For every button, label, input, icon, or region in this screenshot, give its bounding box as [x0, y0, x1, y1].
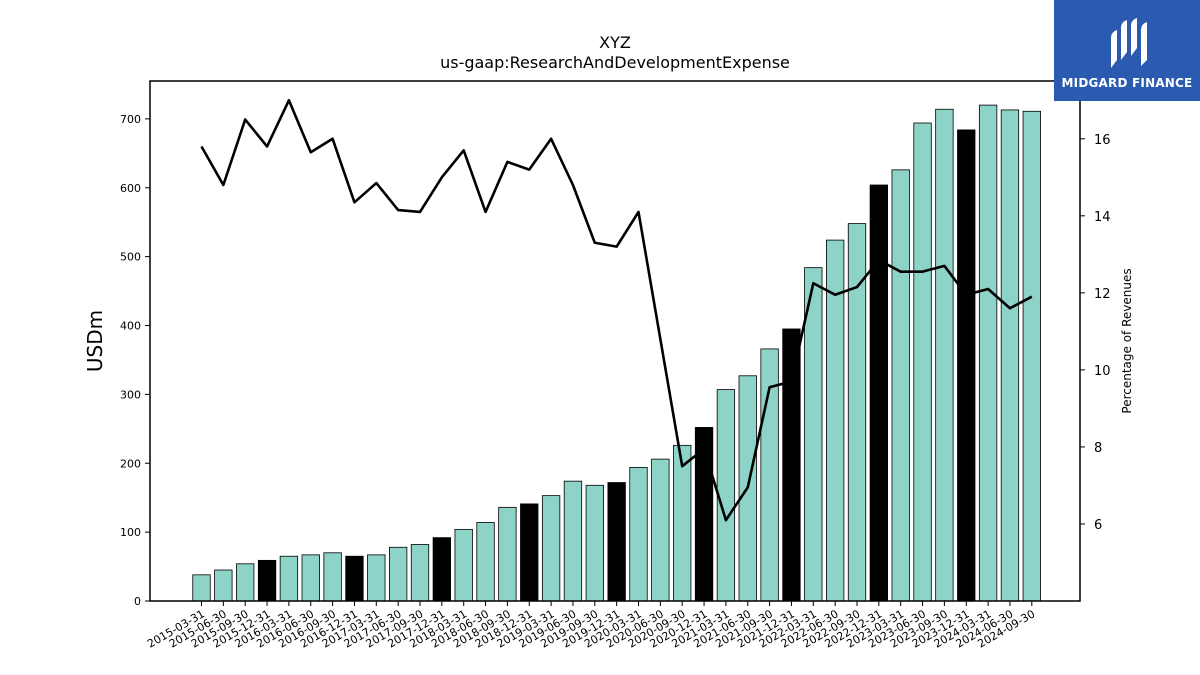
- axes-layer: 010020030040050060070068101214162015-03-…: [120, 80, 1111, 651]
- bar-2017-03-31: [367, 554, 386, 602]
- y-tick-label: 100: [120, 526, 141, 539]
- bar-2024-09-30: [1022, 110, 1041, 602]
- chart-subtitle: us-gaap:ResearchAndDevelopmentExpense: [440, 53, 790, 72]
- bar-2017-09-30: [410, 544, 430, 602]
- y-tick-label: 700: [120, 113, 141, 126]
- y2-tick-label: 16: [1094, 133, 1111, 148]
- bar-2019-03-31: [541, 495, 561, 602]
- plot-frame: [149, 80, 1081, 602]
- bar-2016-12-31: [345, 555, 364, 602]
- bar-2015-09-30: [236, 563, 255, 602]
- y2-tick-label: 8: [1094, 441, 1102, 456]
- bars-layer: [192, 104, 1041, 602]
- bar-2022-03-31: [804, 267, 823, 602]
- y2-tick-label: 10: [1094, 364, 1111, 379]
- bar-2016-06-30: [301, 554, 320, 602]
- brand-name: MIDGARD FINANCE: [1061, 75, 1193, 90]
- bar-2024-03-31: [978, 104, 998, 602]
- line-layer: [200, 98, 1033, 522]
- y2-axis-label: Percentage of Revenues: [1120, 268, 1134, 413]
- y2-tick-label: 12: [1094, 287, 1111, 302]
- bar-2018-06-30: [476, 522, 495, 602]
- bar-2015-12-31: [257, 559, 277, 602]
- y-tick-label: 200: [120, 457, 141, 470]
- bar-2017-06-30: [388, 546, 408, 602]
- logo-mark-icon: [1111, 17, 1147, 68]
- y-tick-label: 300: [120, 388, 141, 401]
- bar-2018-03-31: [454, 528, 473, 602]
- y2-tick-label: 14: [1094, 210, 1111, 225]
- bar-2017-12-31: [432, 537, 452, 602]
- bar-2021-12-31: [782, 328, 801, 602]
- bar-2018-12-31: [520, 503, 539, 602]
- percentage-line: [200, 98, 1033, 522]
- bar-2016-09-30: [323, 552, 342, 602]
- y-tick-label: 600: [120, 182, 141, 195]
- bar-2021-03-31: [716, 389, 736, 602]
- bar-2019-09-30: [585, 484, 604, 602]
- bar-2015-06-30: [214, 569, 233, 602]
- y-tick-label: 0: [134, 595, 141, 608]
- bar-2020-09-30: [673, 444, 692, 602]
- chart-title: XYZ: [599, 33, 631, 52]
- brand-logo: MIDGARD FINANCE: [1054, 0, 1200, 101]
- y-tick-label: 500: [120, 251, 141, 264]
- bar-2022-12-31: [869, 184, 888, 602]
- bar-2023-03-31: [891, 169, 910, 602]
- bar-2019-12-31: [607, 482, 626, 602]
- bar-2019-06-30: [563, 480, 583, 602]
- bar-2023-06-30: [913, 122, 932, 602]
- y-tick-label: 400: [120, 320, 141, 333]
- bar-2015-03-31: [192, 574, 211, 602]
- bar-2023-09-30: [935, 108, 954, 602]
- bar-2020-03-31: [629, 466, 648, 602]
- y2-tick-label: 6: [1094, 518, 1102, 533]
- y-axis-label: USDm: [83, 310, 107, 372]
- bar-2023-12-31: [957, 129, 976, 602]
- bar-2024-06-30: [1000, 109, 1020, 602]
- bar-2016-03-31: [279, 555, 299, 602]
- bar-2018-09-30: [498, 506, 517, 602]
- bar-2020-06-30: [651, 458, 670, 602]
